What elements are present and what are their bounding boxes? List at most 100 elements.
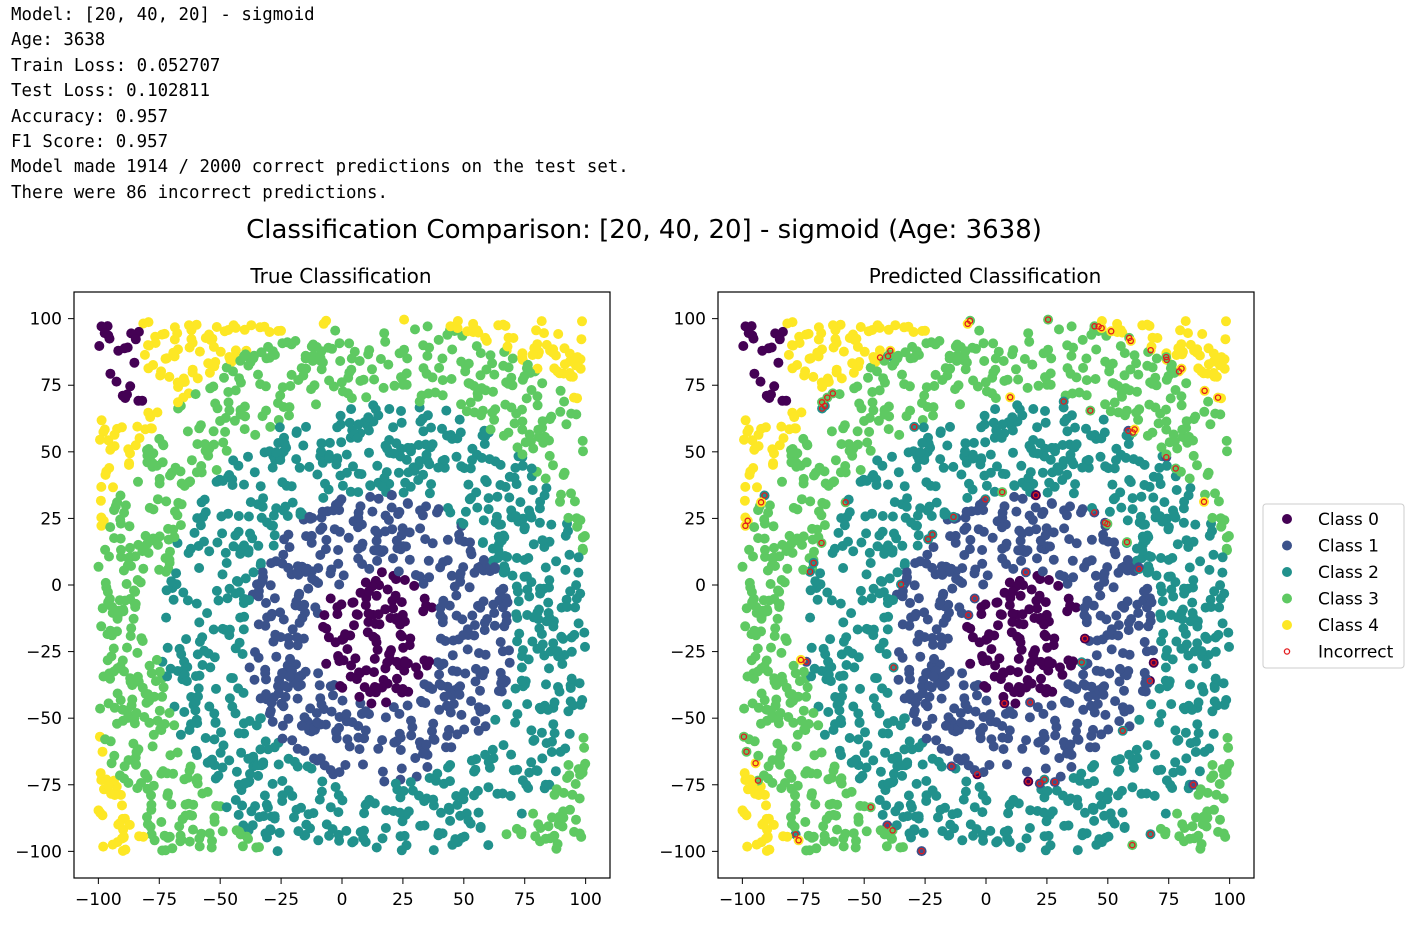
data-point: [893, 674, 904, 685]
data-point: [981, 695, 992, 706]
data-point: [316, 438, 327, 449]
data-point: [377, 766, 388, 777]
incorrect-marker: [1001, 700, 1008, 707]
data-point: [263, 744, 274, 755]
data-point: [1119, 348, 1130, 359]
data-point: [130, 334, 141, 345]
data-point: [832, 824, 842, 835]
data-point: [532, 400, 543, 411]
data-point: [1071, 602, 1081, 613]
data-point: [855, 585, 866, 596]
data-point: [243, 753, 254, 764]
data-point: [816, 328, 827, 339]
data-point: [798, 473, 809, 484]
data-point: [510, 462, 521, 473]
data-point: [1079, 610, 1090, 621]
data-point: [209, 816, 220, 827]
data-point: [501, 616, 512, 627]
data-point: [924, 691, 935, 702]
data-point: [1032, 702, 1043, 713]
data-point: [1207, 706, 1218, 717]
data-point: [111, 376, 122, 387]
data-point: [887, 360, 898, 371]
data-point: [1139, 637, 1150, 647]
y-tick-label: 75: [40, 376, 62, 396]
data-point: [767, 553, 778, 564]
data-point: [573, 618, 584, 629]
data-point: [192, 773, 203, 784]
data-point: [761, 800, 771, 811]
log-line: F1 Score: 0.957: [11, 131, 169, 152]
data-point: [800, 366, 811, 377]
data-point: [253, 586, 264, 596]
data-point: [413, 475, 424, 485]
data-point: [769, 631, 780, 641]
data-point: [215, 346, 226, 357]
data-point: [353, 732, 364, 743]
data-point: [1140, 519, 1150, 530]
data-point: [892, 353, 903, 364]
data-point: [836, 439, 847, 450]
data-point: [238, 624, 249, 635]
data-point: [393, 467, 404, 478]
data-point: [878, 826, 889, 837]
data-point: [116, 422, 127, 433]
data-point: [1197, 329, 1208, 339]
data-point: [1131, 744, 1142, 755]
data-point: [141, 697, 152, 708]
data-point: [253, 770, 264, 781]
data-point: [771, 694, 782, 705]
data-point: [897, 540, 908, 551]
data-point: [243, 451, 253, 462]
data-point: [135, 577, 146, 588]
data-point: [974, 325, 985, 336]
data-point: [848, 367, 859, 378]
incorrect-marker: [1036, 780, 1044, 787]
data-point: [577, 767, 588, 778]
data-point: [1072, 733, 1083, 744]
data-point: [559, 396, 570, 407]
data-point: [530, 831, 541, 842]
data-point: [775, 708, 786, 718]
data-point: [1024, 712, 1035, 723]
data-point: [464, 582, 475, 593]
data-point: [426, 422, 436, 433]
data-point: [810, 576, 821, 587]
data-point: [796, 407, 807, 418]
data-point: [284, 639, 294, 650]
data-point: [848, 701, 859, 712]
data-point: [865, 558, 876, 568]
data-point: [1135, 511, 1146, 522]
data-point: [827, 798, 838, 809]
data-point: [943, 712, 954, 723]
data-point: [130, 586, 141, 597]
data-point: [800, 817, 811, 827]
incorrect-marker: [1162, 353, 1170, 361]
data-point: [413, 669, 424, 680]
data-point: [109, 702, 120, 713]
data-point: [99, 328, 110, 339]
data-point: [469, 620, 480, 631]
data-point: [879, 612, 890, 623]
data-point: [548, 719, 559, 730]
data-point: [156, 366, 167, 377]
data-point: [936, 632, 946, 643]
data-point: [294, 671, 305, 682]
data-point: [1176, 766, 1187, 776]
data-point: [856, 537, 867, 548]
data-point: [776, 421, 787, 432]
data-point: [169, 720, 180, 731]
incorrect-marker: [1025, 778, 1032, 785]
data-point: [540, 562, 551, 573]
data-point: [280, 691, 291, 702]
data-point: [253, 540, 264, 551]
data-point: [512, 442, 523, 453]
data-point: [118, 704, 129, 715]
data-point: [563, 760, 574, 770]
data-point: [1197, 682, 1207, 692]
data-point: [1005, 392, 1016, 403]
data-point: [353, 487, 364, 498]
data-point: [191, 467, 202, 478]
data-point: [330, 782, 341, 792]
data-point: [191, 319, 202, 330]
